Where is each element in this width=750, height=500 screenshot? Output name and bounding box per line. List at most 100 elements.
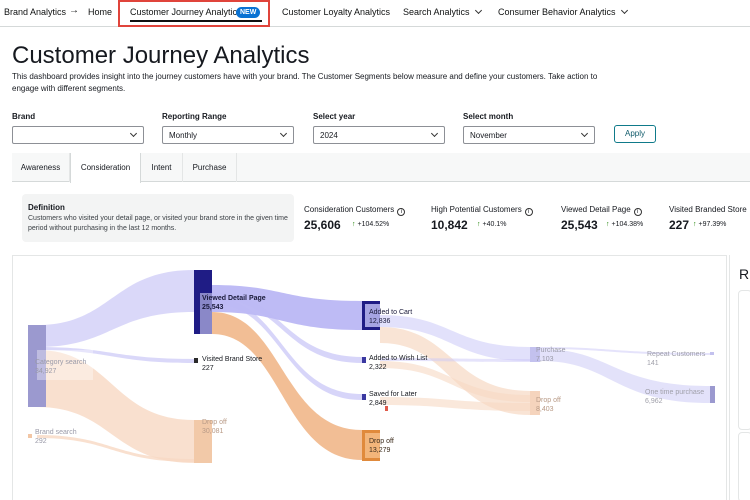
label-viewed-detail-value: 25,543 (202, 304, 224, 311)
label-drop-off-2: Drop off 13,279 (369, 438, 394, 454)
metric-change-consideration-text: +104.52% (357, 221, 390, 228)
metric-label-viewed-detail-text: Viewed Detail Page (561, 205, 631, 214)
sankey-panel (12, 255, 727, 500)
side-panel-title: R (739, 266, 750, 282)
label-category-search-value: 34,927 (35, 368, 57, 375)
metric-label-high-potential: High Potential Customers i (431, 205, 533, 216)
label-drop-off-3-name: Drop off (536, 397, 561, 404)
label-repeat-name: Repeat Customers (647, 351, 706, 358)
nav-customer-journey-analytics[interactable]: Customer Journey Analytics (130, 7, 242, 17)
node-added-cart-inner (365, 304, 380, 327)
select-month-select[interactable]: November (463, 126, 595, 144)
nav-consumer-behavior-label: Consumer Behavior Analytics (498, 7, 616, 17)
node-saved-later-marker (385, 406, 388, 411)
node-drop-off-3[interactable] (530, 391, 540, 415)
tab-purchase[interactable]: Purchase (183, 153, 237, 182)
funnel-tabs: Awareness Consideration Intent Purchase (12, 153, 750, 183)
label-drop-off-3: Drop off 8,403 (536, 397, 561, 413)
reporting-range-value: Monthly (169, 131, 198, 140)
select-year-label: Select year (313, 112, 356, 121)
label-visited-store: Visited Brand Store 227 (202, 356, 262, 372)
reporting-range-label: Reporting Range (162, 112, 227, 121)
definition-text: Customers who visited your detail page, … (28, 215, 288, 232)
node-one-time[interactable] (710, 386, 715, 403)
new-badge: NEW (236, 7, 261, 18)
label-purchase: Purchase 7,103 (536, 347, 566, 363)
top-navigation: Brand Analytics → Home Customer Journey … (0, 0, 750, 27)
label-brand-search: Brand search 292 (35, 429, 77, 445)
label-brand-search-name: Brand search (35, 429, 77, 436)
tab-intent[interactable]: Intent (141, 153, 183, 182)
label-drop-off-3-value: 8,403 (536, 406, 554, 413)
journey-sankey-diagram: Category search 34,927 Brand search 292 Vi… (28, 270, 715, 463)
flow-wishlist-to-dropoff (380, 361, 530, 402)
node-category-search-ghost (37, 350, 93, 380)
node-added-wish[interactable] (362, 357, 366, 363)
flow-brand-to-dropoff (37, 435, 194, 462)
label-repeat-value: 141 (647, 360, 659, 367)
nav-customer-loyalty-analytics[interactable]: Customer Loyalty Analytics (282, 7, 391, 17)
page-title: Customer Journey Analytics (12, 42, 310, 69)
breadcrumb-brand-analytics[interactable]: Brand Analytics (4, 7, 67, 17)
metric-change-viewed-detail-text: +104.38% (611, 221, 644, 228)
metric-change-consideration: ↑ +104.52% (352, 221, 389, 228)
select-month-label: Select month (463, 112, 514, 121)
flow-saved-to-dropoff (380, 397, 530, 411)
side-card (738, 432, 750, 500)
select-month-value: November (470, 131, 507, 140)
nav-consumer-behavior-analytics[interactable]: Consumer Behavior Analytics (498, 6, 628, 17)
info-icon[interactable]: i (633, 208, 642, 216)
label-added-cart-value: 12,836 (369, 318, 391, 325)
label-visited-store-value: 227 (202, 365, 214, 372)
apply-button[interactable]: Apply (614, 125, 656, 143)
label-one-time: One time purchase 6,962 (645, 389, 704, 405)
definition-title: Definition (28, 203, 65, 212)
metric-label-high-potential-text: High Potential Customers (431, 205, 522, 214)
tab-awareness[interactable]: Awareness (12, 153, 70, 182)
label-visited-store-name: Visited Brand Store (202, 356, 262, 363)
label-added-wish-value: 2,322 (369, 364, 387, 371)
label-drop-off-1: Drop off 30,081 (202, 419, 227, 435)
metric-label-consideration: Consideration Customers i (304, 205, 406, 216)
chevron-down-icon (430, 129, 439, 138)
nav-home[interactable]: Home (88, 7, 113, 17)
node-repeat[interactable] (710, 352, 714, 355)
nav-search-analytics[interactable]: Search Analytics (403, 6, 482, 17)
metric-change-high-potential-text: +40.1% (482, 221, 507, 228)
node-drop-off-1[interactable] (194, 420, 212, 463)
active-tab-underline (130, 20, 262, 22)
info-icon[interactable]: i (397, 208, 406, 216)
brand-select[interactable] (12, 126, 144, 144)
label-viewed-detail: Viewed Detail Page 25,543 (202, 295, 266, 311)
metric-label-branded-store: Visited Branded Store (669, 205, 747, 214)
flow-wishlist-to-purchase (380, 358, 530, 362)
label-purchase-name: Purchase (536, 347, 566, 354)
tab-consideration[interactable]: Consideration (70, 153, 141, 183)
info-icon[interactable]: i (524, 208, 533, 216)
node-purchase[interactable] (530, 347, 540, 362)
reporting-range-select[interactable]: Monthly (162, 126, 294, 144)
label-brand-search-value: 292 (35, 438, 47, 445)
metric-change-viewed-detail: ↑ +104.38% (606, 221, 643, 228)
metric-value-viewed-detail: 25,543 (561, 218, 598, 232)
label-added-cart-name: Added to Cart (369, 309, 412, 316)
label-category-search-name: Category search (35, 359, 86, 366)
nav-search-analytics-label: Search Analytics (403, 7, 470, 17)
node-category-search[interactable] (28, 325, 46, 407)
definition-box: Definition Customers who visited your de… (22, 194, 294, 242)
node-brand-search[interactable] (28, 434, 32, 438)
label-added-cart: Added to Cart 12,836 (369, 309, 412, 325)
node-visited-store[interactable] (194, 358, 198, 363)
label-added-wish: Added to Wish List 2,322 (369, 355, 427, 371)
label-drop-off-2-value: 13,279 (369, 447, 391, 454)
select-year-select[interactable]: 2024 (313, 126, 445, 144)
metric-change-high-potential: ↑ +40.1% (477, 221, 506, 228)
node-saved-later[interactable] (362, 394, 366, 400)
label-viewed-detail-name: Viewed Detail Page (202, 295, 266, 302)
metric-value-consideration: 25,606 (304, 218, 341, 232)
metric-label-consideration-text: Consideration Customers (304, 205, 395, 214)
brand-label: Brand (12, 112, 36, 121)
chevron-down-icon (620, 6, 628, 15)
flow-category-to-store (37, 347, 194, 363)
label-drop-off-2-name: Drop off (369, 438, 394, 445)
